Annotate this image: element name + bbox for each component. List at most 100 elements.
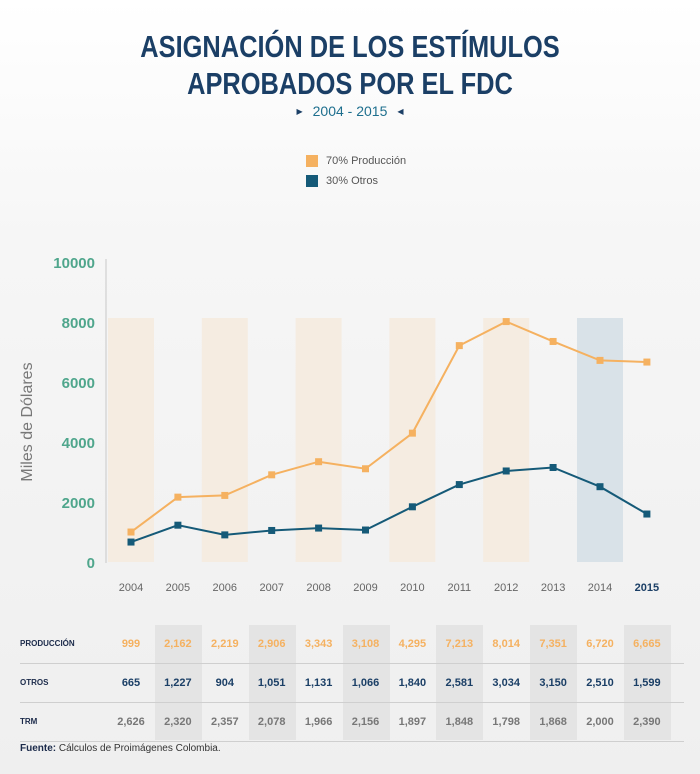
y-tick-label: 10000 (53, 255, 95, 272)
data-table: PRODUCCIÓN 999 2,162 2,219 2,906 3,343 3,108 4,… (20, 625, 684, 742)
table-column-shade (342, 625, 390, 740)
chart-title: ASIGNACIÓN DE LOS ESTÍMULOS APROBADOS PO… (63, 28, 637, 102)
legend-item-otros: 30% Otros (306, 171, 406, 191)
table-cell: 3,343 (304, 638, 333, 650)
data-point (408, 429, 416, 437)
table-cell: 2,219 (211, 638, 239, 650)
table-cell: 1,066 (351, 677, 380, 689)
table-column-shade (154, 625, 202, 740)
source-label: Fuente: (20, 743, 57, 754)
y-tick-label: 6000 (62, 375, 95, 392)
legend-swatch-produccion (306, 155, 318, 167)
data-point (315, 524, 323, 532)
data-point (549, 464, 557, 471)
year-band (201, 318, 248, 562)
x-tick-label: 2015 (635, 582, 659, 594)
y-tick-label: 8000 (62, 315, 95, 332)
table-cell: 3,108 (351, 638, 380, 650)
table-cell: 2,078 (257, 716, 286, 728)
left-triangle-icon: ◀ (397, 107, 404, 116)
table-cell: 1,848 (445, 716, 474, 728)
table-cell: 2,162 (164, 638, 192, 650)
table-cell: 1,227 (164, 677, 192, 689)
row-label: PRODUCCIÓN (20, 639, 75, 648)
table-cell: 8,014 (492, 638, 520, 650)
data-point (502, 318, 510, 326)
data-point (643, 510, 651, 518)
x-tick-label: 2006 (213, 582, 237, 594)
data-point (174, 493, 182, 501)
table-cell: 1,868 (539, 716, 567, 728)
table-column-shade (530, 625, 578, 740)
table-cell: 3,150 (539, 677, 567, 689)
source-text: Cálculos de Proimágenes Colombia. (56, 743, 221, 754)
data-point (596, 356, 604, 364)
table-row: TRM 2,626 2,320 2,357 2,078 1,966 2,156 1,897 1,… (20, 703, 684, 742)
legend-label-produccion: 70% Producción (326, 155, 407, 167)
table-cell: 1,966 (304, 716, 333, 728)
data-point (549, 337, 557, 345)
table-cell: 904 (215, 677, 234, 689)
data-point (221, 531, 229, 539)
table-cell: 1,798 (492, 716, 520, 728)
table-cell: 2,320 (164, 716, 192, 728)
right-triangle-icon: ▶ (296, 107, 303, 116)
table-cell: 2,156 (351, 716, 380, 728)
x-tick-label: 2007 (259, 582, 283, 594)
table-cell: 1,051 (257, 677, 286, 689)
x-tick-label: 2013 (541, 582, 565, 594)
table-row: OTROS 665 1,227 904 1,051 1,131 1,066 1,840 2,58… (20, 664, 684, 703)
title-line-2: APROBADOS POR EL FDC (187, 66, 513, 101)
table-cell: 6,665 (633, 638, 661, 650)
table-cell: 1,840 (398, 677, 427, 689)
data-point (127, 538, 135, 546)
table-cell: 3,034 (492, 677, 520, 689)
table-cell: 1,131 (304, 677, 333, 689)
data-point (362, 465, 369, 473)
x-tick-label: 2012 (494, 582, 518, 594)
table-cell: 1,599 (633, 677, 661, 689)
table-cell: 2,510 (586, 677, 614, 689)
legend-label-otros: 30% Otros (326, 175, 378, 187)
table-cell: 2,390 (633, 716, 661, 728)
data-point (596, 483, 604, 491)
x-tick-label: 2014 (588, 582, 612, 594)
source-note: Fuente: Cálculos de Proimágenes Colombia… (20, 743, 221, 754)
data-point (268, 526, 276, 534)
table-cell: 6,720 (586, 638, 614, 650)
data-point (455, 481, 463, 489)
table-row: PRODUCCIÓN 999 2,162 2,219 2,906 3,343 3,108 4,… (20, 625, 684, 664)
table-cell: 2,581 (445, 677, 474, 689)
row-label: TRM (20, 717, 38, 726)
table-cell: 999 (121, 638, 141, 650)
y-axis-label: Miles de Dólares (19, 362, 36, 481)
table-cell: 2,000 (586, 716, 614, 728)
title-line-1: ASIGNACIÓN DE LOS ESTÍMULOS (140, 29, 560, 64)
x-tick-label: 2010 (400, 582, 424, 594)
data-point (643, 358, 651, 366)
table-column-shade (623, 625, 671, 740)
series-line-produccion (130, 320, 647, 533)
legend-item-produccion: 70% Producción (306, 151, 406, 171)
year-band (483, 318, 530, 562)
table-cell: 2,906 (257, 638, 286, 650)
x-tick-label: 2008 (306, 582, 330, 594)
series-line-otros (130, 466, 648, 543)
table-cell: 665 (121, 677, 141, 689)
line-chart: 0 2000 4000 6000 8000 10000 Miles de Dólares 20… (19, 255, 659, 594)
table-column-shade (248, 625, 296, 740)
x-tick-label: 2011 (447, 582, 471, 594)
y-tick-label: 4000 (62, 435, 95, 452)
row-label: OTROS (20, 678, 49, 687)
table-cell: 2,357 (211, 716, 239, 728)
y-tick-label: 0 (87, 555, 95, 572)
subtitle: ▶ 2004 - 2015 ◀ (0, 103, 700, 119)
data-point (362, 526, 369, 534)
data-point (221, 491, 229, 499)
x-tick-label: 2005 (166, 582, 190, 594)
table-cell: 1,897 (398, 716, 427, 728)
data-point (127, 528, 135, 536)
table-column-shade (436, 625, 484, 740)
table-cell: 7,351 (539, 638, 567, 650)
x-tick-label: 2009 (353, 582, 377, 594)
